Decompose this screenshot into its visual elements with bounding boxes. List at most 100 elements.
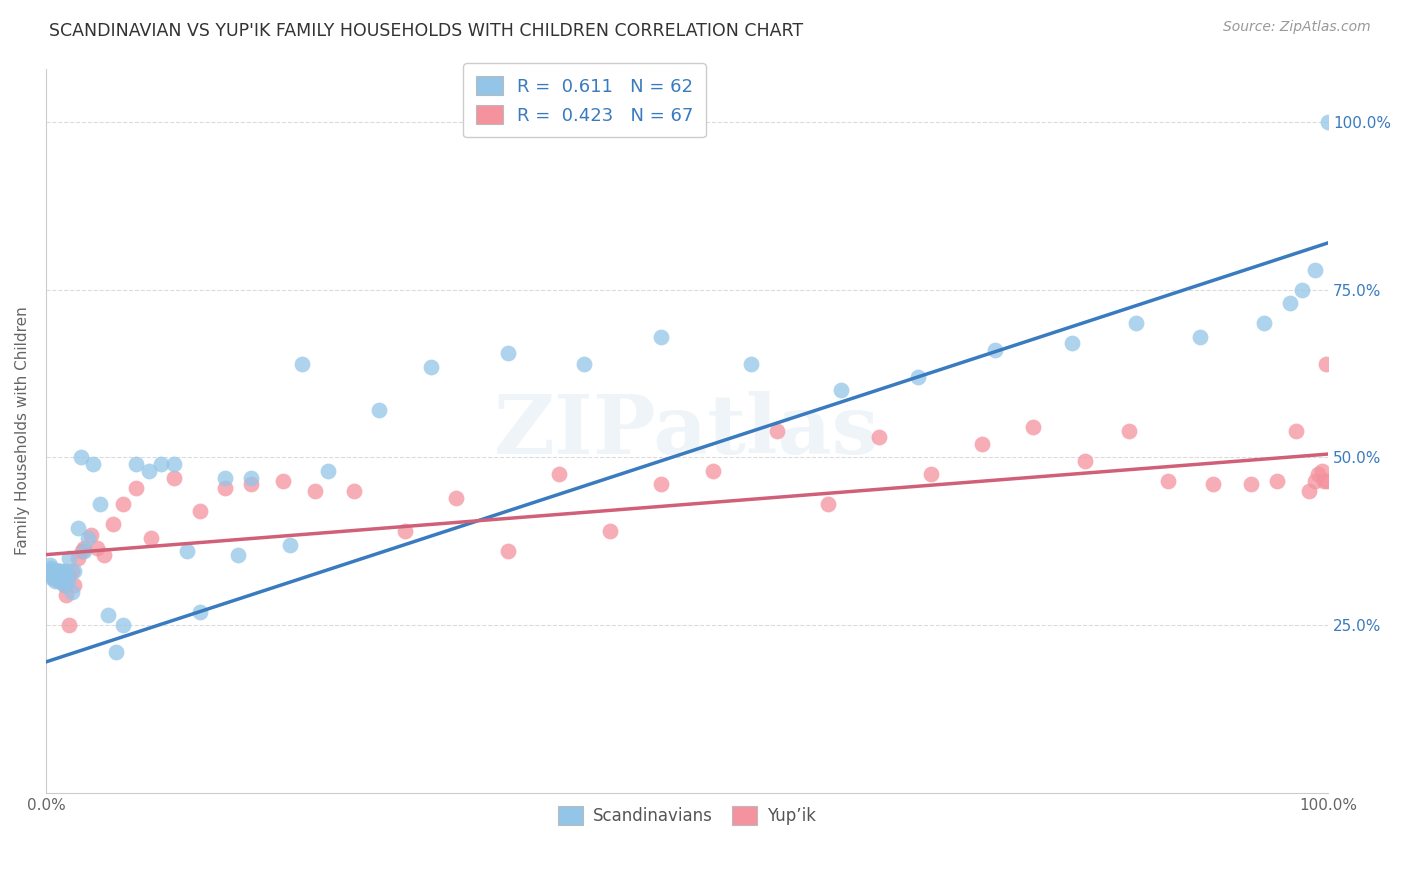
- Point: [574, 357, 596, 371]
- Point: [496, 346, 519, 360]
- Point: [125, 457, 148, 471]
- Point: [39, 567, 62, 582]
- Point: [41, 567, 63, 582]
- Point: [1202, 477, 1225, 491]
- Point: [1306, 467, 1329, 482]
- Point: [45, 567, 67, 582]
- Point: [125, 481, 148, 495]
- Point: [740, 357, 762, 371]
- Point: [1317, 115, 1340, 129]
- Point: [240, 477, 263, 491]
- Point: [702, 464, 724, 478]
- Point: [1310, 464, 1333, 478]
- Point: [1291, 283, 1313, 297]
- Point: [58, 618, 80, 632]
- Point: [496, 544, 519, 558]
- Point: [39, 561, 62, 575]
- Point: [60, 565, 83, 579]
- Point: [41, 567, 63, 582]
- Point: [240, 470, 263, 484]
- Point: [49, 571, 72, 585]
- Point: [53, 578, 76, 592]
- Y-axis label: Family Households with Children: Family Households with Children: [15, 306, 30, 555]
- Point: [226, 548, 249, 562]
- Point: [343, 483, 366, 498]
- Point: [39, 565, 62, 579]
- Point: [765, 424, 787, 438]
- Point: [316, 464, 339, 478]
- Point: [77, 531, 100, 545]
- Point: [41, 571, 63, 585]
- Point: [82, 457, 104, 471]
- Point: [60, 584, 83, 599]
- Point: [45, 565, 67, 579]
- Point: [1305, 262, 1327, 277]
- Point: [52, 578, 75, 592]
- Point: [1315, 357, 1337, 371]
- Point: [650, 329, 672, 343]
- Point: [101, 517, 124, 532]
- Point: [44, 565, 66, 579]
- Point: [188, 605, 211, 619]
- Point: [1278, 296, 1301, 310]
- Point: [51, 571, 73, 585]
- Point: [52, 565, 75, 579]
- Point: [907, 370, 929, 384]
- Point: [368, 403, 391, 417]
- Point: [38, 558, 60, 572]
- Point: [42, 567, 65, 582]
- Point: [1265, 474, 1288, 488]
- Point: [650, 477, 672, 491]
- Point: [1285, 424, 1308, 438]
- Point: [44, 574, 66, 589]
- Point: [38, 565, 60, 579]
- Point: [1073, 454, 1095, 468]
- Point: [150, 457, 173, 471]
- Point: [44, 565, 66, 579]
- Point: [817, 497, 839, 511]
- Point: [55, 565, 77, 579]
- Point: [214, 481, 236, 495]
- Point: [89, 497, 111, 511]
- Point: [39, 565, 62, 579]
- Point: [58, 551, 80, 566]
- Point: [66, 551, 89, 566]
- Point: [111, 618, 134, 632]
- Point: [547, 467, 569, 482]
- Point: [69, 450, 91, 465]
- Point: [63, 578, 86, 592]
- Point: [42, 571, 65, 585]
- Point: [984, 343, 1007, 358]
- Point: [48, 565, 70, 579]
- Point: [56, 567, 79, 582]
- Point: [1125, 316, 1147, 330]
- Point: [188, 504, 211, 518]
- Point: [920, 467, 942, 482]
- Point: [868, 430, 890, 444]
- Point: [1253, 316, 1275, 330]
- Point: [278, 538, 301, 552]
- Point: [1022, 420, 1045, 434]
- Point: [394, 524, 416, 538]
- Point: [446, 491, 468, 505]
- Point: [271, 474, 294, 488]
- Point: [42, 567, 65, 582]
- Point: [291, 357, 314, 371]
- Point: [105, 645, 128, 659]
- Point: [1060, 336, 1083, 351]
- Point: [1240, 477, 1263, 491]
- Point: [599, 524, 621, 538]
- Point: [1316, 474, 1339, 488]
- Point: [46, 565, 69, 579]
- Point: [48, 565, 70, 579]
- Point: [138, 464, 160, 478]
- Point: [1118, 424, 1140, 438]
- Point: [53, 567, 76, 582]
- Point: [304, 483, 326, 498]
- Point: [970, 437, 993, 451]
- Point: [42, 565, 65, 579]
- Point: [86, 541, 108, 555]
- Point: [139, 531, 162, 545]
- Point: [1157, 474, 1180, 488]
- Legend: Scandinavians, Yup’ik: Scandinavians, Yup’ik: [547, 797, 827, 835]
